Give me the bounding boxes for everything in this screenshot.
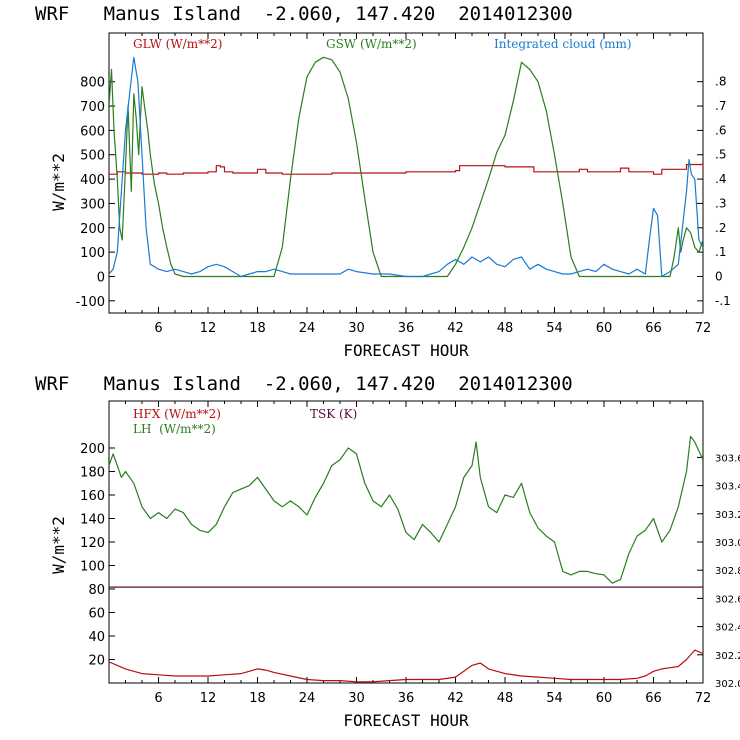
series-line-glw [109,163,703,175]
top-chart: WRF Manus Island -2.060, 147.420 2014012… [35,3,731,360]
bottom-legend-tsk: TSK (K) [310,407,357,421]
y2-tick-label: .7 [715,99,726,113]
x-tick-label: 42 [447,321,464,336]
x-tick-label: 6 [154,321,162,336]
x-tick-label: 18 [249,321,266,336]
y2-tick-label: 0 [715,269,723,283]
x-tick-label: 60 [596,321,613,336]
y2-tick-label: 303.4 [715,482,740,493]
y-tick-label: 200 [80,442,105,457]
bottom-chart-frame [108,400,704,684]
y2-tick-label: 302.6 [715,594,740,605]
x-tick-label: 42 [447,691,464,706]
x-tick-label: 66 [645,691,662,706]
y2-tick-label: 303.6 [715,453,740,464]
y2-tick-label: 302.8 [715,566,740,577]
x-tick-label: 30 [348,691,365,706]
y-tick-label: 20 [88,654,105,669]
bottom-chart-ylabel: W/m**2 [49,516,68,574]
x-tick-label: 6 [154,691,162,706]
x-tick-label: 24 [299,321,316,336]
bottom-legend-lh: LH (W/m**2) [133,422,216,436]
top-legend-cloud: Integrated cloud (mm) [494,37,632,51]
y2-tick-label: 303.0 [715,538,740,549]
x-tick-label: 18 [249,691,266,706]
x-tick-label: 12 [200,321,217,336]
top-legend-gsw: GSW (W/m**2) [326,37,417,51]
y-tick-label: 500 [80,149,105,164]
y2-tick-label: .3 [715,196,726,210]
top-chart-ylabel: W/m**2 [49,153,68,211]
top-chart-xlabel: FORECAST HOUR [343,341,469,360]
x-tick-label: 66 [645,321,662,336]
y-tick-label: -100 [75,295,105,310]
x-tick-label: 48 [497,691,514,706]
y-tick-label: 120 [80,536,105,551]
y2-tick-label: 302.2 [715,651,740,662]
y2-tick-label: .2 [715,221,726,235]
x-tick-label: 72 [695,321,712,336]
bottom-chart-plot [109,435,703,683]
y-tick-label: 160 [80,489,105,504]
bottom-chart-title: WRF Manus Island -2.060, 147.420 2014012… [35,373,573,395]
top-chart-ticks: 6 12 18 24 30 36 42 48 54 60 66 72 -100 0 100 200 300 400… [75,33,731,336]
x-tick-label: 30 [348,321,365,336]
bottom-chart: WRF Manus Island -2.060, 147.420 2014012… [35,373,740,730]
y2-tick-label: 303.2 [715,510,740,521]
series-line-hfx [109,649,703,683]
y2-tick-label: .4 [715,172,726,186]
top-chart-plot [109,56,703,278]
bottom-chart-xlabel: FORECAST HOUR [343,711,469,730]
series-line-gsw [109,56,703,278]
x-tick-label: 54 [546,691,563,706]
y-tick-label: 400 [80,173,105,188]
y-tick-label: 300 [80,197,105,212]
y-tick-label: 200 [80,222,105,237]
y2-tick-label: 302.4 [715,623,740,634]
x-tick-label: 48 [497,321,514,336]
x-tick-label: 36 [398,691,415,706]
series-line-lh [109,435,703,584]
x-tick-label: 12 [200,691,217,706]
y2-tick-label: 302.0 [715,679,740,690]
x-tick-label: 54 [546,321,563,336]
x-tick-label: 72 [695,691,712,706]
y-tick-label: 60 [88,607,105,622]
x-tick-label: 60 [596,691,613,706]
y-tick-label: 180 [80,466,105,481]
bottom-chart-ticks: 6 12 18 24 30 36 42 48 54 60 66 72 20 40 60 80 100 120 140… [80,401,740,706]
x-tick-label: 24 [299,691,316,706]
y2-tick-label: -.1 [715,294,731,308]
y-tick-label: 100 [80,560,105,575]
y2-tick-label: .5 [715,148,726,162]
bottom-legend-hfx: HFX (W/m**2) [133,407,221,421]
y2-tick-label: .1 [715,245,726,259]
y2-tick-label: .8 [715,75,726,89]
series-line-cloud [109,56,703,278]
y-tick-label: 100 [80,246,105,261]
y-tick-label: 800 [80,76,105,91]
y-tick-label: 80 [88,583,105,598]
y-tick-label: 40 [88,630,105,645]
y-tick-label: 600 [80,124,105,139]
y-tick-label: 140 [80,513,105,528]
y2-tick-label: .6 [715,123,726,137]
top-legend-glw: GLW (W/m**2) [133,37,222,51]
x-tick-label: 36 [398,321,415,336]
y-tick-label: 700 [80,100,105,115]
y-tick-label: 0 [97,270,105,285]
top-chart-title: WRF Manus Island -2.060, 147.420 2014012… [35,3,573,25]
